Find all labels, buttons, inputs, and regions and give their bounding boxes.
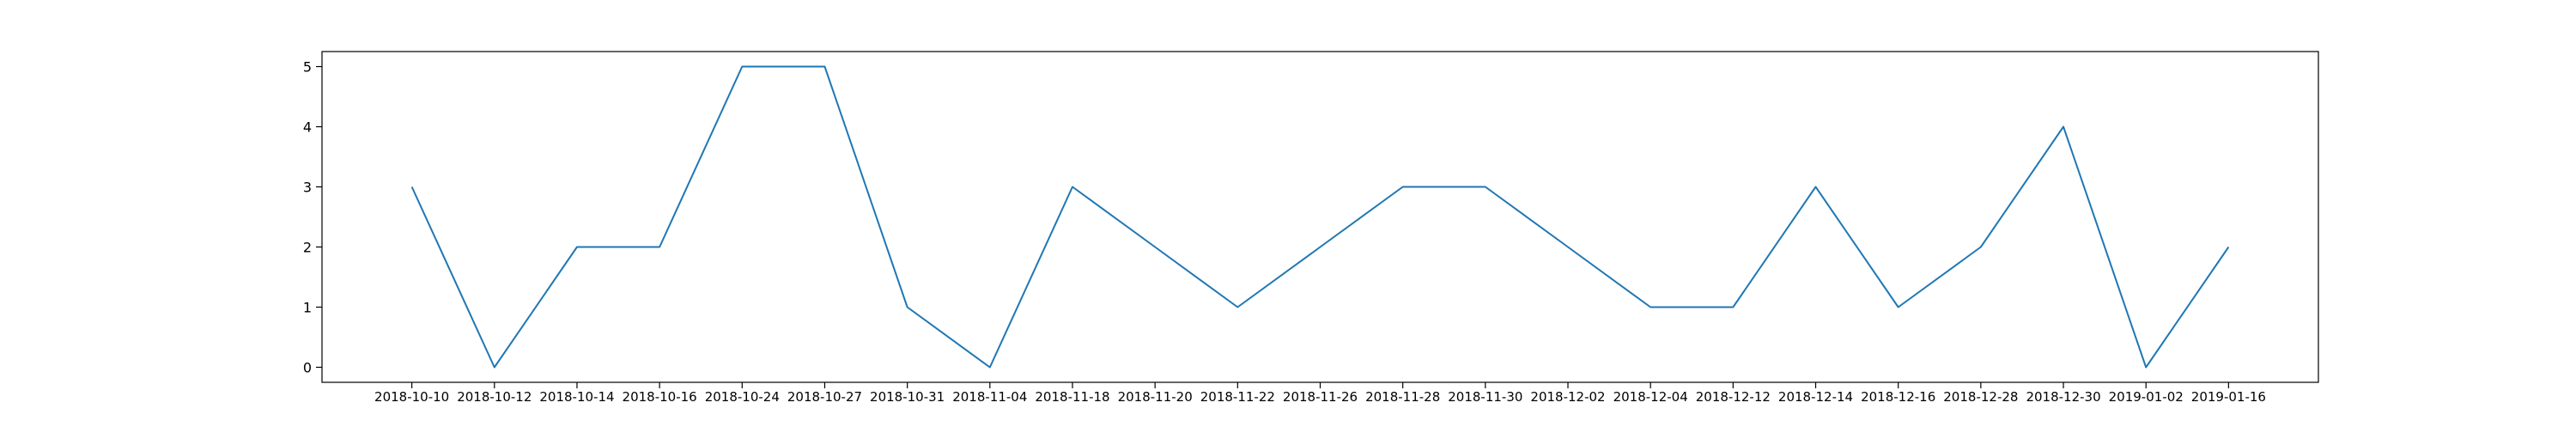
x-tick-label: 2018-12-14 xyxy=(1778,389,1853,405)
x-axis: 2018-10-10 2018-10-12 2018-10-14 2018-10-16… xyxy=(374,382,2266,405)
x-tick-label: 2018-10-12 xyxy=(457,389,532,405)
series-layer xyxy=(410,65,2230,369)
x-tick-label: 2018-12-04 xyxy=(1613,389,1688,405)
y-tick-label: 1 xyxy=(303,300,312,316)
x-tick-label: 2018-10-10 xyxy=(374,389,449,405)
x-tick-label: 2018-11-20 xyxy=(1118,389,1193,405)
x-tick-label: 2018-11-18 xyxy=(1035,389,1109,405)
series-line xyxy=(410,65,2230,369)
x-tick-label: 2018-12-28 xyxy=(1943,389,2018,405)
x-tick-label: 2018-12-30 xyxy=(2026,389,2100,405)
y-tick-label: 4 xyxy=(303,119,312,136)
x-tick-label: 2018-12-02 xyxy=(1530,389,1605,405)
x-tick-label: 2019-01-02 xyxy=(2109,389,2184,405)
x-tick-label: 2018-12-12 xyxy=(1696,389,1771,405)
x-tick-label: 2018-12-16 xyxy=(1861,389,1935,405)
x-tick-label: 2019-01-16 xyxy=(2191,389,2266,405)
x-tick-label: 2018-10-14 xyxy=(539,389,614,405)
x-tick-label: 2018-10-27 xyxy=(787,389,862,405)
plot-frame xyxy=(321,51,2319,383)
x-tick-label: 2018-11-30 xyxy=(1448,389,1522,405)
y-tick-label: 0 xyxy=(303,360,312,376)
x-tick-label: 2018-11-04 xyxy=(952,389,1027,405)
y-tick-label: 3 xyxy=(303,180,312,196)
x-tick-label: 2018-11-22 xyxy=(1200,389,1275,405)
x-tick-label: 2018-11-26 xyxy=(1283,389,1358,405)
x-tick-label: 2018-10-24 xyxy=(705,389,780,405)
y-axis: 0 1 2 3 4 5 xyxy=(303,59,322,376)
x-tick-label: 2018-11-28 xyxy=(1365,389,1440,405)
y-tick-label: 2 xyxy=(303,240,312,256)
x-tick-label: 2018-10-16 xyxy=(623,389,697,405)
y-tick-label: 5 xyxy=(303,59,312,76)
x-tick-label: 2018-10-31 xyxy=(870,389,945,405)
